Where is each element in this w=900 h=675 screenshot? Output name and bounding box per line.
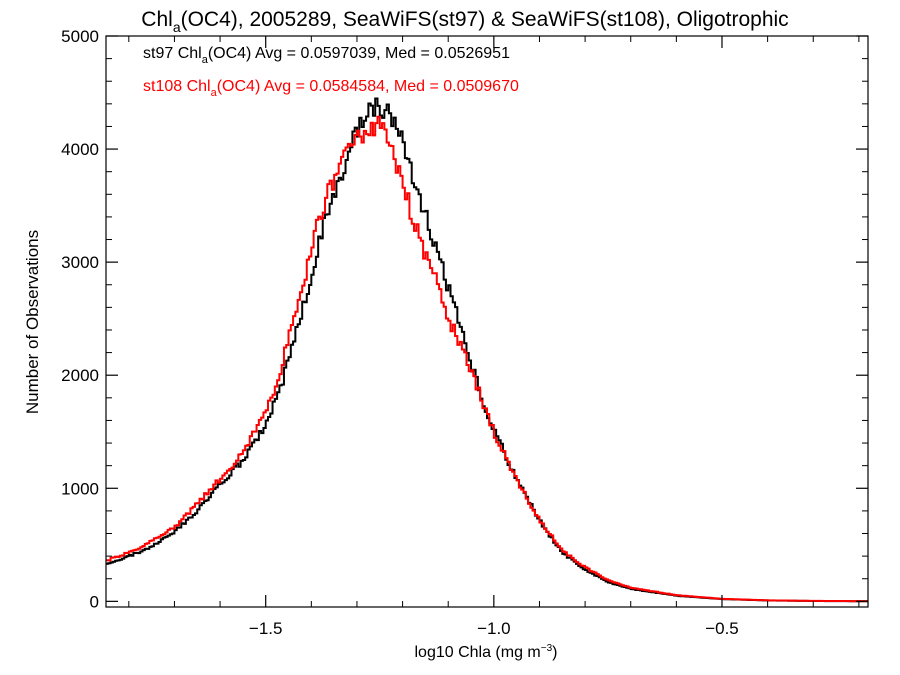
axis-layer: −1.5 −1.0 −0.5 0 1000 2000 3000 4000 5000 [61,27,869,638]
x-tick-label: −1.5 [249,619,283,638]
x-axis-label-part: ) [552,644,557,661]
series-line-st97 [106,97,868,603]
series-layer [106,97,868,603]
x-tick-label: −1.0 [477,619,511,638]
chart-title-part: Chl [141,8,173,31]
y-tick-label: 0 [90,592,99,611]
x-axis-label-part: log10 Chla (mg m [414,644,540,661]
chart-title-subscript: a [173,19,181,35]
x-axis-label-superscript: −3 [541,643,553,654]
legend-stats-part: (OC4) Avg = 0.0584584, Med = 0.0509670 [217,78,519,95]
y-tick-label: 1000 [61,479,99,498]
legend-stats-part: (OC4) Avg = 0.0597039, Med = 0.0526951 [208,45,510,62]
legend-stats-part: st108 Chl [143,78,211,95]
chart-title: Chla(OC4), 2005289, SeaWiFS(st97) & SeaW… [141,8,788,35]
y-tick-label: 2000 [61,366,99,385]
y-tick-label: 5000 [61,27,99,46]
x-tick-label: −0.5 [705,619,739,638]
legend-stats-subscript: a [202,54,209,66]
legend-stats-st97: st97 Chla(OC4) Avg = 0.0597039, Med = 0.… [143,45,510,66]
stats-legend: st97 Chla(OC4) Avg = 0.0597039, Med = 0.… [143,45,519,99]
legend-stats-subscript: a [211,87,218,99]
x-axis-label: log10 Chla (mg m−3) [414,643,557,661]
chart-title-part: (OC4), 2005289, SeaWiFS(st97) & SeaWiFS(… [181,8,789,31]
plot-frame [105,35,869,608]
legend-stats-st108: st108 Chla(OC4) Avg = 0.0584584, Med = 0… [143,78,519,99]
legend-stats-part: st97 Chl [143,45,202,62]
y-tick-label: 3000 [61,253,99,272]
y-tick-label: 4000 [61,140,99,159]
y-axis-label: Number of Observations [23,230,42,414]
series-line-st108 [106,115,868,603]
